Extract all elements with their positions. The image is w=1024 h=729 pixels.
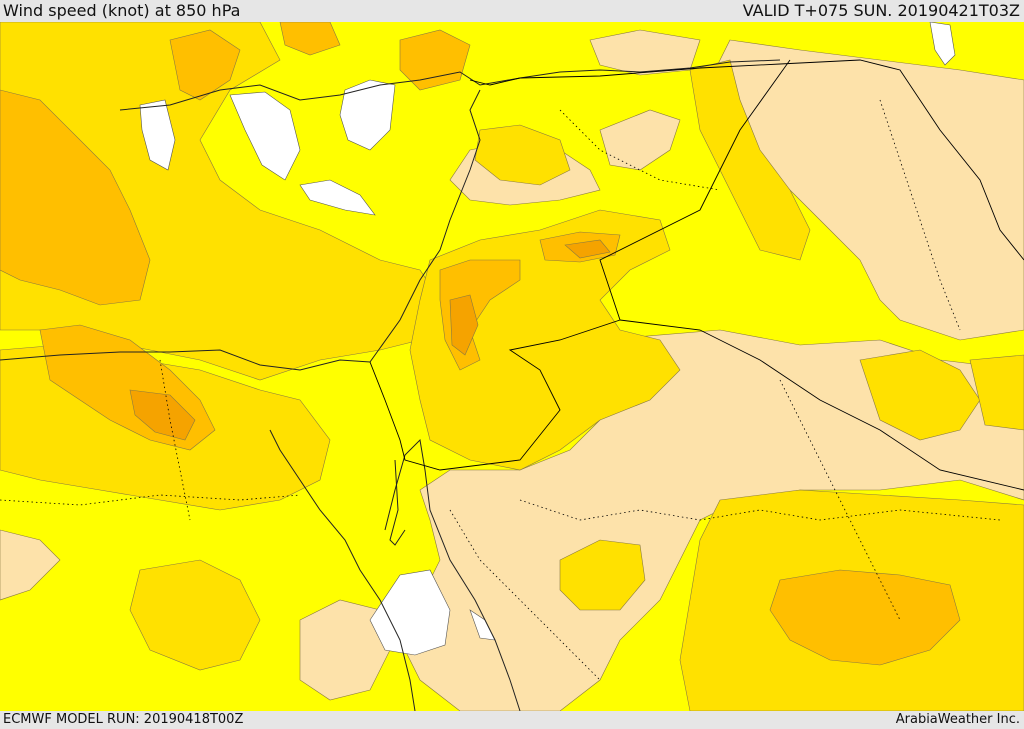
model-run: ECMWF MODEL RUN: 20190418T00Z (3, 712, 244, 727)
strong-wind-regions (0, 22, 961, 666)
calm-wind-regions (139, 22, 956, 656)
coastlines (0, 59, 781, 711)
internal-borders (0, 99, 1001, 681)
wind-speed-map (0, 22, 1024, 711)
footer-bar: ECMWF MODEL RUN: 20190418T00Z ArabiaWeat… (0, 711, 1024, 729)
header-bar: Wind speed (knot) at 850 hPa VALID T+075… (0, 0, 1024, 22)
credit-label: ArabiaWeather Inc. (895, 712, 1020, 727)
valid-time: VALID T+075 SUN. 20190421T03Z (742, 1, 1020, 20)
map-title: Wind speed (knot) at 850 hPa (3, 1, 241, 20)
very-strong-wind-regions (129, 239, 611, 441)
country-borders (369, 59, 1024, 491)
